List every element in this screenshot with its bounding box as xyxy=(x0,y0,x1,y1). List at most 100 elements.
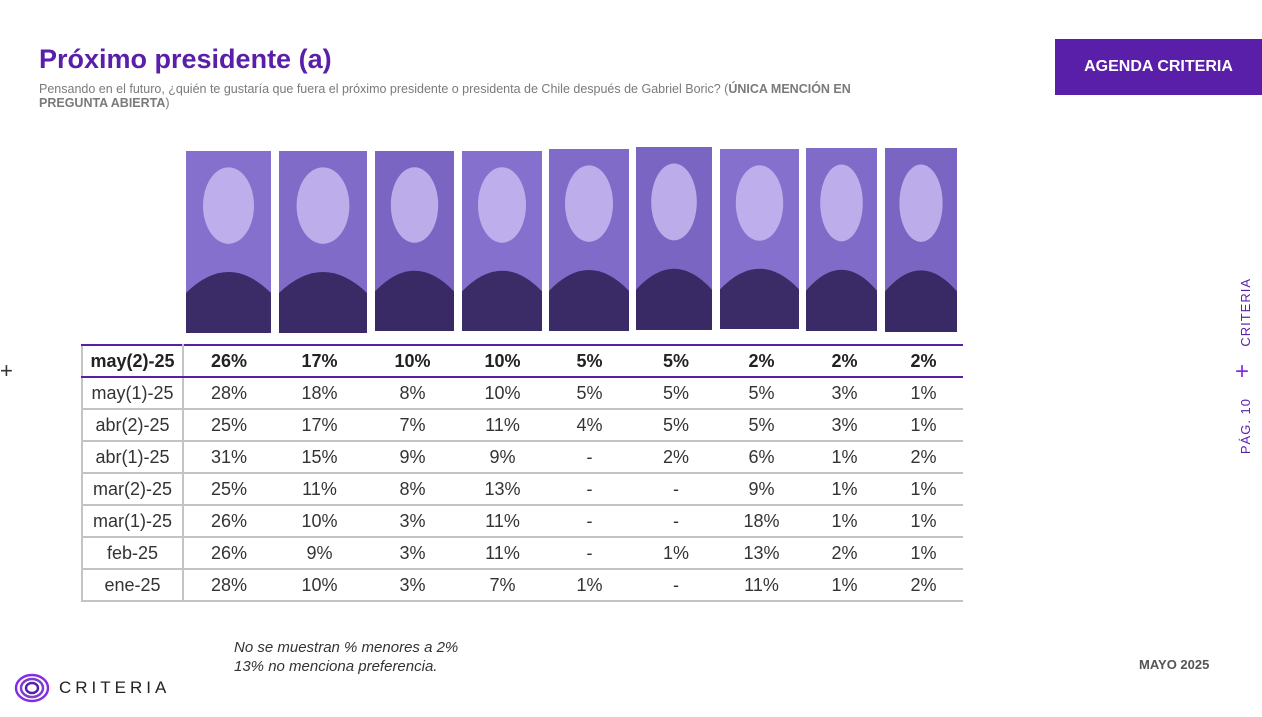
row-label: abr(1)-25 xyxy=(81,441,184,474)
value-cell: 8% xyxy=(365,473,460,506)
value-cell: 1% xyxy=(884,377,963,410)
value-cell: 15% xyxy=(274,441,365,474)
value-cell: 6% xyxy=(718,441,805,474)
value-cell: 4% xyxy=(545,409,634,442)
candidate-photo-5 xyxy=(549,149,629,331)
value-cell: 7% xyxy=(460,569,545,602)
value-cell: - xyxy=(545,441,634,474)
value-cell: 5% xyxy=(718,377,805,410)
value-cell: 9% xyxy=(365,441,460,474)
candidate-photo-7 xyxy=(720,149,799,329)
value-cell: 1% xyxy=(805,569,884,602)
value-cell: 5% xyxy=(545,377,634,410)
value-cell: 28% xyxy=(183,569,274,602)
value-cell: 11% xyxy=(718,569,805,602)
candidate-photo-1 xyxy=(186,151,271,333)
candidate-photo-9 xyxy=(885,148,957,332)
row-label: mar(1)-25 xyxy=(81,505,184,538)
value-cell: 3% xyxy=(805,377,884,410)
value-cell: 18% xyxy=(274,377,365,410)
value-cell: 13% xyxy=(718,537,805,570)
value-cell: 11% xyxy=(460,537,545,570)
row-label: mar(2)-25 xyxy=(81,473,184,506)
value-cell: 13% xyxy=(460,473,545,506)
row-label: may(2)-25 xyxy=(81,344,184,378)
value-cell: 17% xyxy=(274,409,365,442)
value-cell: 5% xyxy=(634,409,718,442)
value-cell: - xyxy=(634,569,718,602)
criteria-logo: CRITERIA xyxy=(14,673,170,703)
value-cell: 1% xyxy=(884,473,963,506)
candidate-photo-3 xyxy=(375,151,454,331)
row-label: may(1)-25 xyxy=(81,377,184,410)
candidate-photo-6 xyxy=(636,147,712,330)
value-cell: 31% xyxy=(183,441,274,474)
value-cell: 28% xyxy=(183,377,274,410)
value-cell: - xyxy=(634,505,718,538)
value-cell: - xyxy=(545,473,634,506)
value-cell: 2% xyxy=(884,569,963,602)
row-label: ene-25 xyxy=(81,569,184,602)
value-cell: 2% xyxy=(805,537,884,570)
value-cell: 3% xyxy=(365,505,460,538)
value-cell: 3% xyxy=(805,409,884,442)
page-title: Próximo presidente (a) xyxy=(39,44,332,74)
value-cell: 2% xyxy=(634,441,718,474)
value-cell: 1% xyxy=(805,473,884,506)
value-cell: 10% xyxy=(274,505,365,538)
candidate-photo-2 xyxy=(279,151,367,333)
report-date: MAYO 2025 xyxy=(1139,657,1210,672)
logo-wordmark: CRITERIA xyxy=(59,678,171,697)
row-label: feb-25 xyxy=(81,537,184,570)
value-cell: 1% xyxy=(884,409,963,442)
value-cell: 11% xyxy=(460,505,545,538)
table-row: may(1)-25 28% 18% 8% 10% 5% 5% 5% 3% 1% xyxy=(81,377,963,410)
value-cell: 7% xyxy=(365,409,460,442)
table-row: ene-25 28% 10% 3% 7% 1% -11% 1% 2% xyxy=(81,569,963,602)
value-cell: 3% xyxy=(365,569,460,602)
value-cell: 26% xyxy=(183,505,274,538)
value-cell: 9% xyxy=(460,441,545,474)
value-cell: 1% xyxy=(545,569,634,602)
value-cell: 25% xyxy=(183,473,274,506)
left-plus-icon: + xyxy=(0,358,13,383)
value-cell: - xyxy=(545,505,634,538)
value-cell: - xyxy=(634,473,718,506)
question-main: Pensando en el futuro, ¿quién te gustarí… xyxy=(39,82,729,96)
side-plus-icon: + xyxy=(1235,358,1250,385)
table-row: mar(2)-25 25% 11% 8% 13% - -9% 1% 1% xyxy=(81,473,963,506)
value-cell: 10% xyxy=(460,377,545,410)
table-row: feb-25 26% 9% 3% 11% -1% 13% 2% 1% xyxy=(81,537,963,570)
footnote-line-2: 13% no menciona preferencia. xyxy=(234,658,438,675)
value-cell: 10% xyxy=(460,344,545,378)
value-cell: 1% xyxy=(884,537,963,570)
side-brand: CRITERIA xyxy=(1238,278,1253,347)
page-number: PÁG. 10 xyxy=(1238,398,1253,455)
value-cell: 1% xyxy=(805,441,884,474)
footnote: No se muestran % menores a 2% 13% no men… xyxy=(234,638,458,676)
value-cell: 5% xyxy=(718,409,805,442)
value-cell: 9% xyxy=(718,473,805,506)
value-cell: 2% xyxy=(884,441,963,474)
value-cell: 2% xyxy=(805,344,884,378)
value-cell: - xyxy=(545,537,634,570)
table-row: mar(1)-25 26% 10% 3% 11% - -18% 1% 1% xyxy=(81,505,963,538)
value-cell: 3% xyxy=(365,537,460,570)
value-cell: 8% xyxy=(365,377,460,410)
value-cell: 1% xyxy=(634,537,718,570)
candidate-photo-8 xyxy=(806,148,877,331)
value-cell: 9% xyxy=(274,537,365,570)
value-cell: 18% xyxy=(718,505,805,538)
table-row: abr(1)-25 31% 15% 9% 9% -2% 6% 1% 2% xyxy=(81,441,963,474)
question-text: Pensando en el futuro, ¿quién te gustarí… xyxy=(39,82,919,110)
value-cell: 5% xyxy=(634,377,718,410)
table-row: may(2)-25 26% 17% 10% 10% 5% 5% 2% 2% 2% xyxy=(81,344,963,378)
question-end: ) xyxy=(165,96,170,110)
value-cell: 10% xyxy=(365,344,460,378)
value-cell: 26% xyxy=(183,344,274,378)
footnote-line-1: No se muestran % menores a 2% xyxy=(234,639,459,656)
value-cell: 2% xyxy=(718,344,805,378)
value-cell: 5% xyxy=(634,344,718,378)
value-cell: 11% xyxy=(460,409,545,442)
poll-table: may(2)-25 26% 17% 10% 10% 5% 5% 2% 2% 2% may(1)-25… xyxy=(81,344,963,602)
